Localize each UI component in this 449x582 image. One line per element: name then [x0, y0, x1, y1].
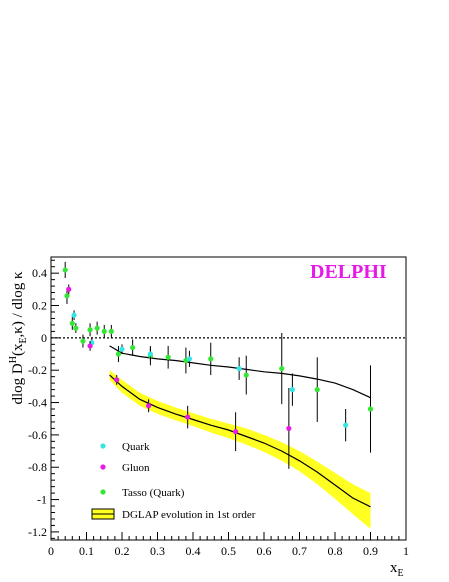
y-tick-label: -0.6	[28, 428, 47, 442]
x-tick-label: 0.5	[221, 544, 236, 558]
quark-point	[186, 356, 193, 362]
legend-label-gluon: Gluon	[122, 462, 150, 474]
y-tick-label: 0.2	[32, 299, 47, 313]
legend-marker-tasso-quark	[100, 489, 106, 495]
quark-point	[147, 351, 153, 357]
y-tick-label: -0.8	[28, 460, 47, 474]
y-axis-title: dlog DH(xE,κ) / dlog κ	[8, 271, 29, 404]
tasso-quark-point	[101, 328, 107, 334]
x-tick-label: 0	[48, 544, 54, 558]
axis-ticks: 0 0.1 0.2 0.3 0.4 0.5 0.6 0.7 0.8 0.9 1 0.4 0.2 0 -0.2…	[28, 259, 409, 558]
y-tick-label: -0.2	[28, 363, 47, 377]
legend-marker-gluon	[100, 464, 106, 470]
x-tick-label: 0.4	[186, 544, 201, 558]
tasso-quark-point	[108, 328, 114, 334]
ylabel-sub: E	[18, 337, 29, 343]
quark-point	[289, 387, 295, 393]
x-tick-label: 0.9	[363, 544, 378, 558]
x-tick-label: 0.1	[79, 544, 94, 558]
tasso-quark-point	[165, 354, 171, 360]
y-tick-label: -1.2	[28, 525, 47, 539]
xlabel-sub: E	[398, 568, 404, 579]
y-tick-label: 0.4	[32, 266, 47, 280]
svg-text:xE: xE	[390, 560, 404, 579]
legend-marker-quark	[100, 443, 106, 449]
dglap-band	[109, 370, 371, 529]
x-tick-label: 0.7	[292, 544, 307, 558]
svg-text:dlog DH(xE,κ) / dlog κ: dlog DH(xE,κ) / dlog κ	[8, 271, 29, 404]
tasso-quark-point	[62, 267, 68, 273]
quark-point	[236, 365, 242, 372]
x-tick-label: 0.2	[115, 544, 130, 558]
gluon-point	[146, 403, 152, 409]
tasso-quark-point	[208, 356, 214, 362]
quark-point	[71, 312, 77, 318]
gluon-point	[114, 377, 120, 383]
ylabel-mid2: ,κ) / dlog κ	[10, 271, 26, 337]
tasso-quark-point	[243, 372, 249, 378]
ylabel-pre: dlog D	[10, 363, 26, 404]
y-tick-label: -0.4	[28, 396, 47, 410]
gluon-point	[233, 429, 239, 435]
tasso-quark-point	[80, 338, 86, 344]
ylabel-mid1: (x	[10, 343, 26, 356]
legend-label-dglap-evolution-in-1st-order: DGLAP evolution in 1st order	[122, 509, 256, 521]
tasso-quark-point	[130, 344, 136, 351]
gluon-point	[185, 414, 191, 420]
x-tick-label: 1	[403, 544, 409, 558]
y-tick-label: 0	[41, 331, 47, 345]
xlabel-main: x	[390, 560, 398, 576]
tasso-quark-point	[115, 351, 122, 357]
tasso-quark-point	[314, 387, 320, 393]
gluon-point	[286, 425, 292, 432]
delphi-annotation: DELPHI	[310, 261, 387, 283]
tasso-quark-point	[64, 293, 70, 299]
legend-label-quark: Quark	[122, 441, 150, 453]
tasso-quark-point	[94, 325, 100, 331]
x-tick-label: 0.6	[257, 544, 272, 558]
plot-area	[51, 261, 406, 529]
tasso-quark-point	[367, 406, 374, 412]
quark-point	[119, 346, 125, 352]
legend: Quark Gluon Tasso (Quark) DGLAP evolution i…	[91, 441, 256, 521]
ylabel-sup: H	[8, 356, 19, 363]
tasso-quark-point	[87, 327, 93, 333]
x-tick-label: 0.3	[150, 544, 165, 558]
y-tick-label: -1	[37, 493, 47, 507]
legend-label-tasso-quark: Tasso (Quark)	[122, 487, 185, 499]
x-axis-title: xE	[390, 560, 404, 579]
tasso-quark-point	[73, 325, 79, 331]
gluon-point	[66, 286, 72, 292]
quark-point	[343, 422, 349, 428]
x-tick-label: 0.8	[328, 544, 343, 558]
tasso-quark-point	[279, 365, 285, 372]
tasso-quark-point	[69, 320, 75, 326]
gluon-point	[87, 343, 93, 349]
